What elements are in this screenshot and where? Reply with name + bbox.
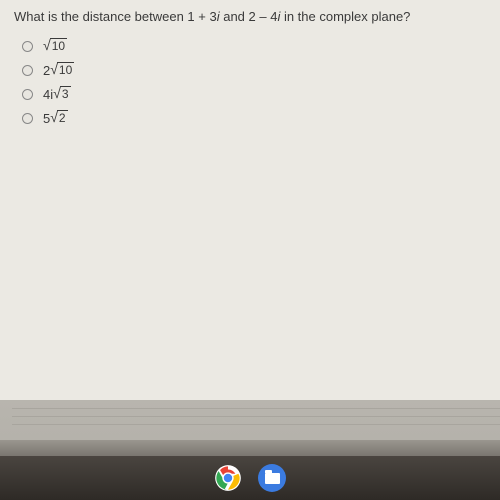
radio-button[interactable]	[22, 89, 33, 100]
taskbar	[0, 456, 500, 500]
option-coef: 4i	[43, 87, 53, 102]
option-row[interactable]: √ 10	[22, 36, 486, 56]
chrome-icon[interactable]	[214, 464, 242, 492]
sqrt-icon: √ 2	[50, 110, 67, 125]
content-area: What is the distance between 1 + 3i and …	[0, 0, 500, 400]
options-list: √ 10 2 √ 10 4i	[22, 36, 486, 128]
option-label: 4i √ 3	[43, 86, 71, 101]
sqrt-icon: √ 10	[50, 62, 74, 77]
ruled-lines	[12, 408, 500, 432]
screen: What is the distance between 1 + 3i and …	[0, 0, 500, 500]
sqrt-radicand: 10	[50, 38, 67, 53]
question-mid: and 2 – 4	[220, 9, 278, 24]
question-text: What is the distance between 1 + 3i and …	[14, 8, 486, 26]
radio-button[interactable]	[22, 113, 33, 124]
radio-button[interactable]	[22, 41, 33, 52]
question-prefix: What is the distance between 1 + 3	[14, 9, 217, 24]
question-suffix: in the complex plane?	[280, 9, 410, 24]
option-label: √ 10	[43, 38, 67, 53]
line	[12, 424, 500, 425]
line	[12, 408, 500, 409]
shelf-edge	[0, 440, 500, 456]
sqrt-radicand: 10	[57, 62, 74, 77]
option-row[interactable]: 5 √ 2	[22, 108, 486, 128]
option-row[interactable]: 2 √ 10	[22, 60, 486, 80]
option-label: 2 √ 10	[43, 62, 74, 77]
radio-button[interactable]	[22, 65, 33, 76]
folder-icon	[265, 473, 280, 484]
option-label: 5 √ 2	[43, 110, 68, 125]
sqrt-radicand: 2	[57, 110, 68, 125]
sqrt-icon: √ 10	[43, 38, 67, 53]
option-coef: 2	[43, 63, 50, 78]
line	[12, 416, 500, 417]
sqrt-icon: √ 3	[53, 86, 70, 101]
sqrt-radicand: 3	[60, 86, 71, 101]
files-icon[interactable]	[258, 464, 286, 492]
option-row[interactable]: 4i √ 3	[22, 84, 486, 104]
option-coef: 5	[43, 111, 50, 126]
